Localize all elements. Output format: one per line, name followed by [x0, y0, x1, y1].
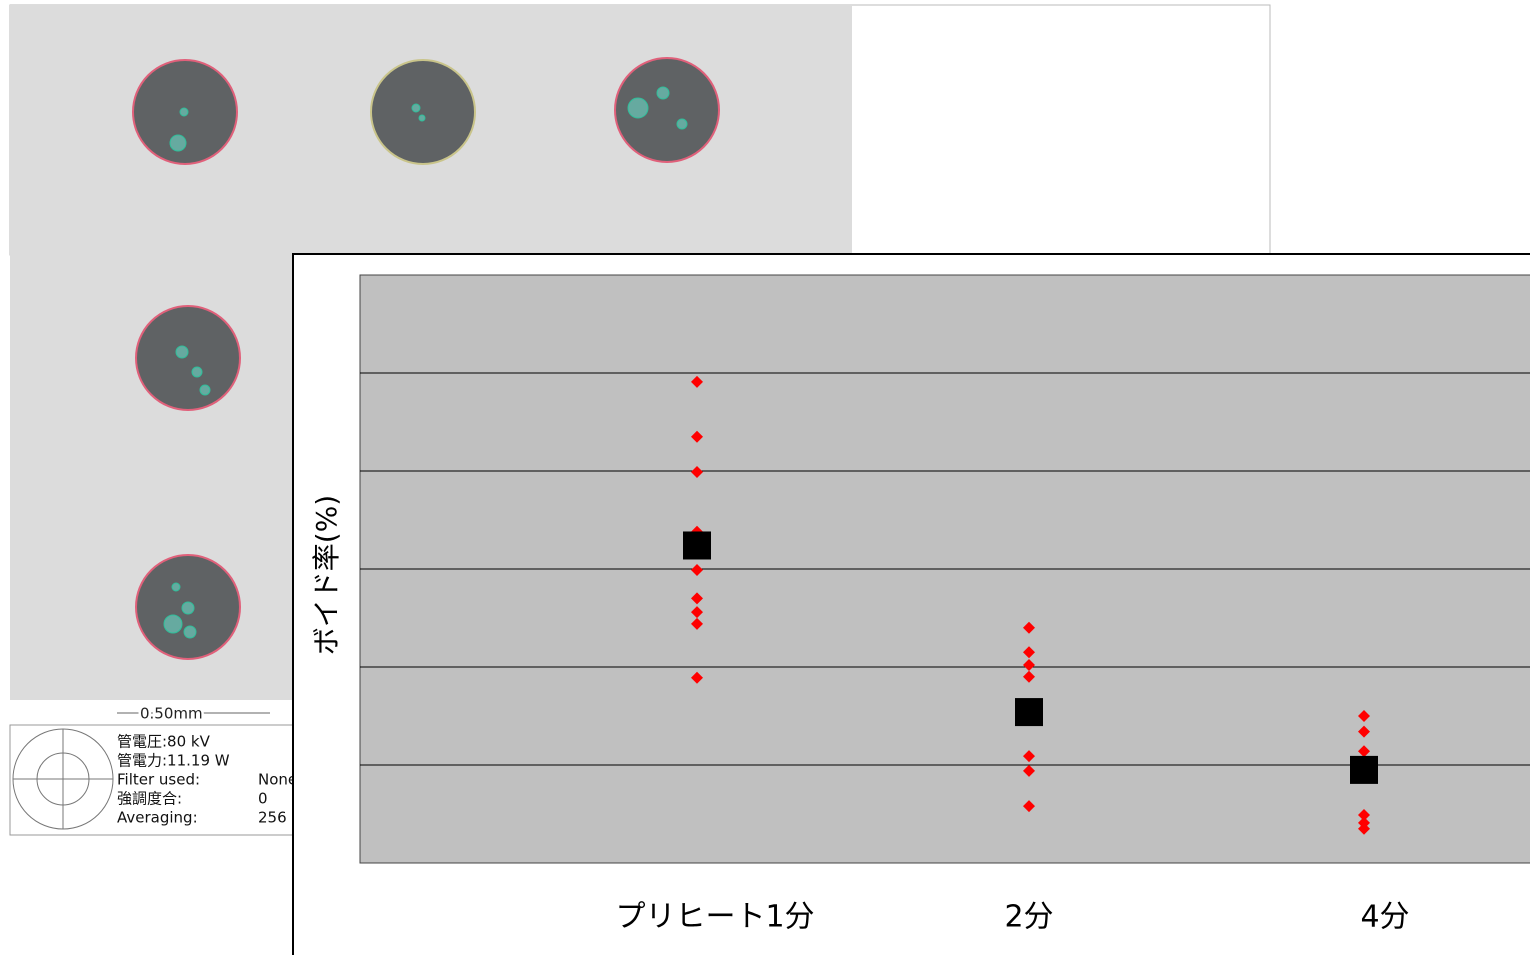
void — [179, 107, 189, 117]
void — [169, 134, 187, 152]
mean-point — [1350, 755, 1378, 784]
point — [691, 465, 703, 478]
point — [1023, 750, 1035, 763]
point — [1023, 800, 1035, 813]
void — [676, 118, 688, 130]
point — [691, 592, 703, 605]
point — [1023, 621, 1035, 634]
x-tick-label: 2分 — [1004, 900, 1053, 935]
point — [691, 430, 703, 443]
point — [1358, 745, 1370, 758]
void — [191, 366, 203, 378]
info-value: None — [258, 771, 297, 789]
y-axis-label: ボイド率(%) — [310, 495, 343, 655]
info-label: Filter used: — [117, 771, 200, 789]
info-label: Averaging: — [117, 809, 198, 827]
point — [1023, 646, 1035, 659]
ball — [135, 305, 241, 411]
void — [181, 601, 195, 615]
point — [691, 617, 703, 630]
void — [183, 625, 197, 639]
void — [627, 97, 649, 119]
x-tick-label: プリヒート1分 — [615, 900, 814, 935]
void — [175, 345, 189, 359]
x-tick-label: 4分 — [1360, 900, 1409, 935]
void — [418, 114, 426, 122]
void — [199, 384, 211, 396]
point — [691, 375, 703, 388]
ball — [370, 59, 476, 165]
point — [1023, 764, 1035, 777]
info-box — [9, 724, 294, 836]
point — [1358, 822, 1370, 835]
info-value: 256 — [258, 809, 287, 827]
void — [656, 86, 670, 100]
crosshair — [12, 728, 114, 830]
point — [1358, 808, 1370, 821]
point — [691, 563, 703, 576]
chart: プリヒート1分 2分 4分 ボイド率(%) — [310, 274, 1530, 935]
voids — [163, 86, 688, 639]
void — [411, 103, 421, 113]
info-value: 0 — [258, 790, 268, 808]
point — [691, 606, 703, 619]
info-label: 管電力:11.19 W — [117, 752, 230, 770]
info-label: 管電圧:80 kV — [117, 733, 211, 751]
info-label: 強調度合: — [117, 790, 182, 808]
point — [1358, 710, 1370, 722]
mean-point — [1015, 698, 1043, 727]
mean-point — [683, 531, 711, 560]
void — [163, 614, 183, 634]
ball — [614, 57, 720, 163]
void — [171, 582, 181, 592]
point — [1023, 670, 1035, 683]
point — [1023, 659, 1035, 672]
solder-balls — [132, 57, 720, 660]
point — [1358, 725, 1370, 738]
point — [691, 671, 703, 684]
scale-label: 0.50mm — [140, 705, 203, 723]
